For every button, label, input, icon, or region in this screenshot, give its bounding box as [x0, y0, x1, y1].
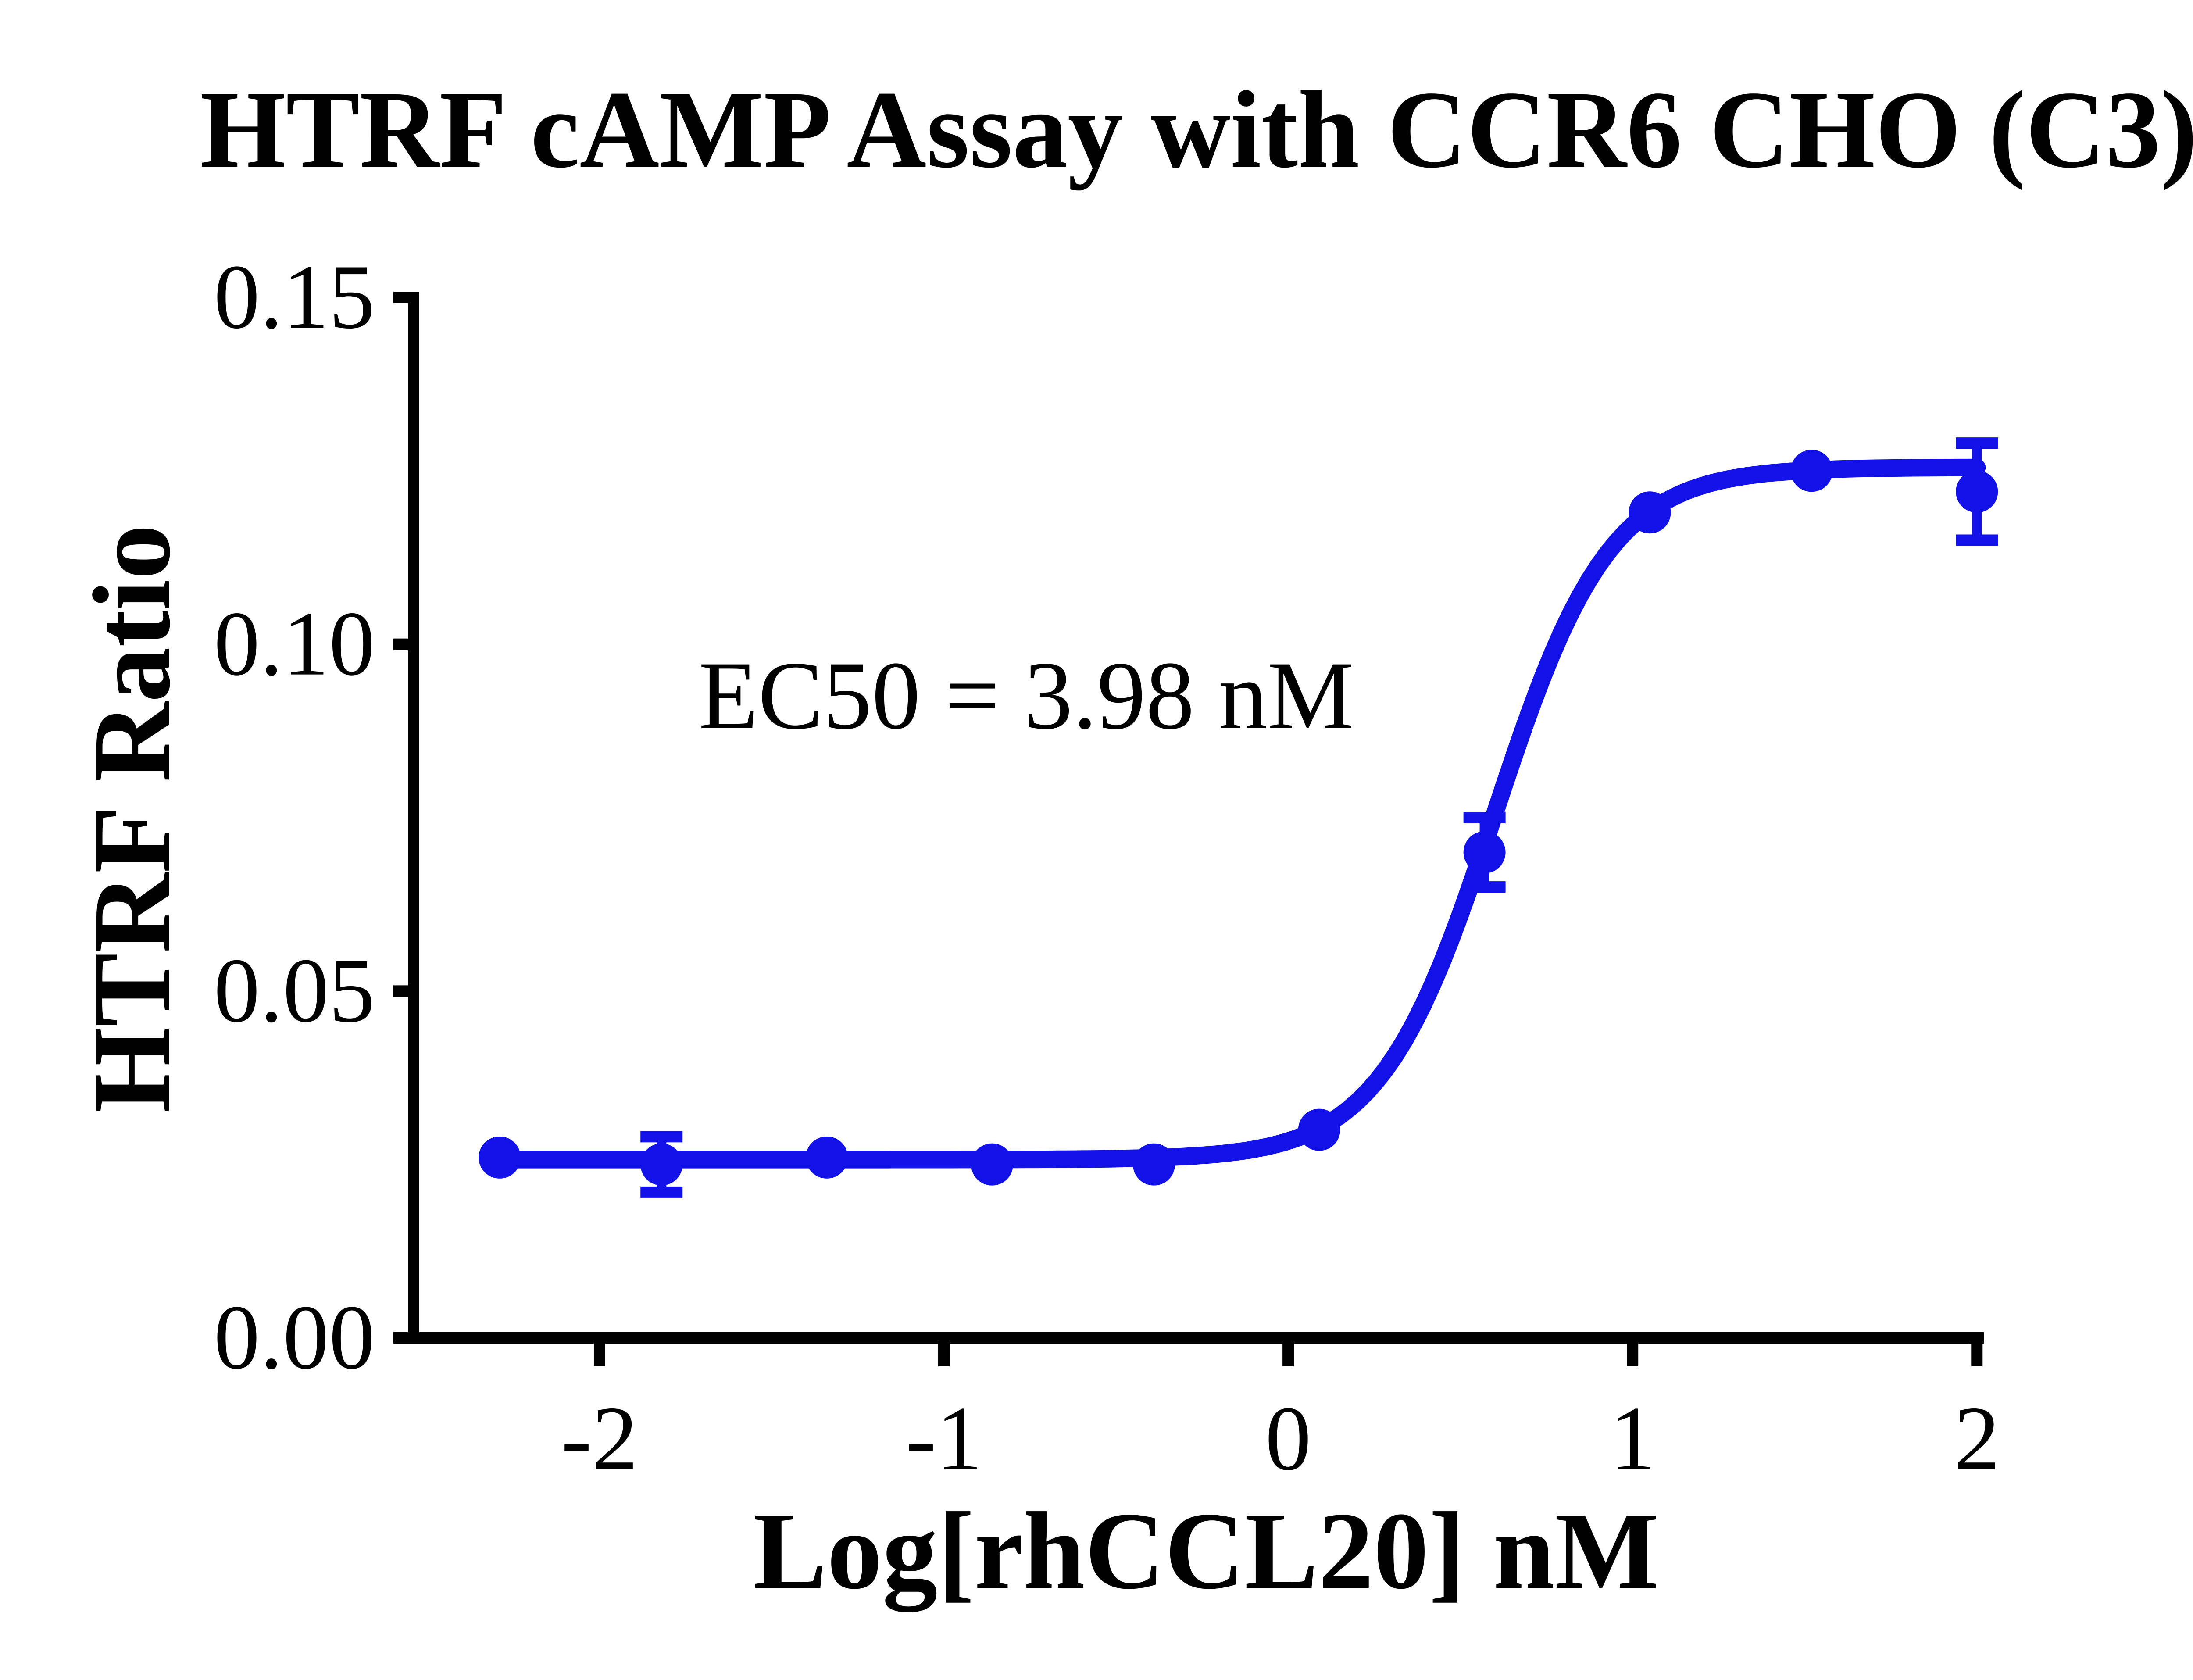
y-tick-label: 0.00: [214, 1287, 375, 1388]
x-tick-label: 1: [1610, 1388, 1656, 1490]
y-tick-label: 0.05: [214, 940, 375, 1041]
y-tick-label: 0.10: [214, 593, 375, 695]
data-point: [479, 1136, 521, 1179]
x-tick-label: 2: [1954, 1388, 2000, 1490]
x-tick-label: -2: [561, 1388, 638, 1490]
y-axis-title: HTRF Ratio: [70, 524, 193, 1113]
fit-curve: [491, 458, 1986, 1169]
data-point: [1956, 470, 1998, 513]
data-point: [1463, 831, 1506, 874]
x-tick-label: -1: [906, 1388, 982, 1490]
data-point: [1132, 1143, 1175, 1186]
x-tick-label: 0: [1265, 1388, 1311, 1490]
data-point: [1629, 491, 1671, 534]
data-point: [1790, 450, 1833, 492]
x-axis-title: Log[rhCCL20] nM: [754, 1489, 1659, 1612]
data-point: [640, 1143, 683, 1186]
axes: 0.00 0.05 0.10 0.15 -2 -1 0 1 2: [214, 246, 2000, 1490]
data-point: [806, 1136, 848, 1179]
y-tick-label: 0.15: [214, 246, 375, 348]
dose-response-plot: [479, 437, 1998, 1198]
data-point: [1298, 1108, 1340, 1151]
chart-title: HTRF cAMP Assay with CCR6 CHO (C3): [200, 68, 2193, 191]
ec50-annotation: EC50 = 3.98 nM: [699, 642, 1354, 750]
data-point: [971, 1143, 1013, 1186]
